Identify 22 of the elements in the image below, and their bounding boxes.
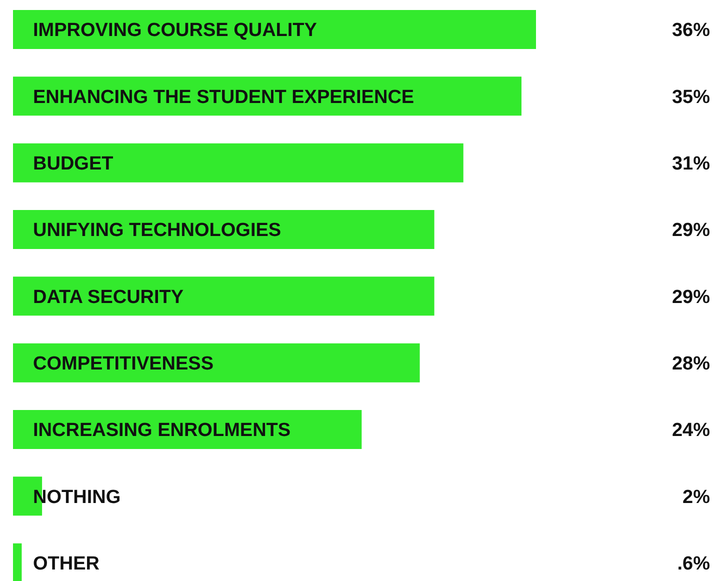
y-tick-label: UNIFYING TECHNOLOGIES [33, 220, 282, 242]
data-label: 31% [672, 153, 710, 174]
bar [13, 543, 22, 581]
bar [13, 10, 536, 49]
bar [13, 343, 420, 382]
data-label: .6% [677, 553, 710, 574]
bar [13, 143, 464, 182]
data-label: 36% [672, 20, 710, 42]
data-label: 2% [682, 486, 710, 508]
y-tick-label: OTHER [33, 553, 100, 574]
y-tick-label: ENHANCING THE STUDENT EXPERIENCE [33, 86, 414, 108]
bar [13, 276, 434, 316]
data-label: 29% [672, 286, 710, 308]
data-label: 24% [672, 420, 710, 442]
y-tick-label: DATA SECURITY [33, 286, 184, 308]
data-label: 29% [672, 220, 710, 242]
y-tick-label: BUDGET [33, 153, 114, 174]
y-tick-label: IMPROVING COURSE QUALITY [33, 20, 318, 42]
data-label: 28% [672, 353, 710, 374]
y-tick-label: COMPETITIVENESS [33, 353, 214, 374]
y-tick-label: INCREASING ENROLMENTS [33, 420, 291, 442]
data-label: 35% [672, 86, 710, 108]
